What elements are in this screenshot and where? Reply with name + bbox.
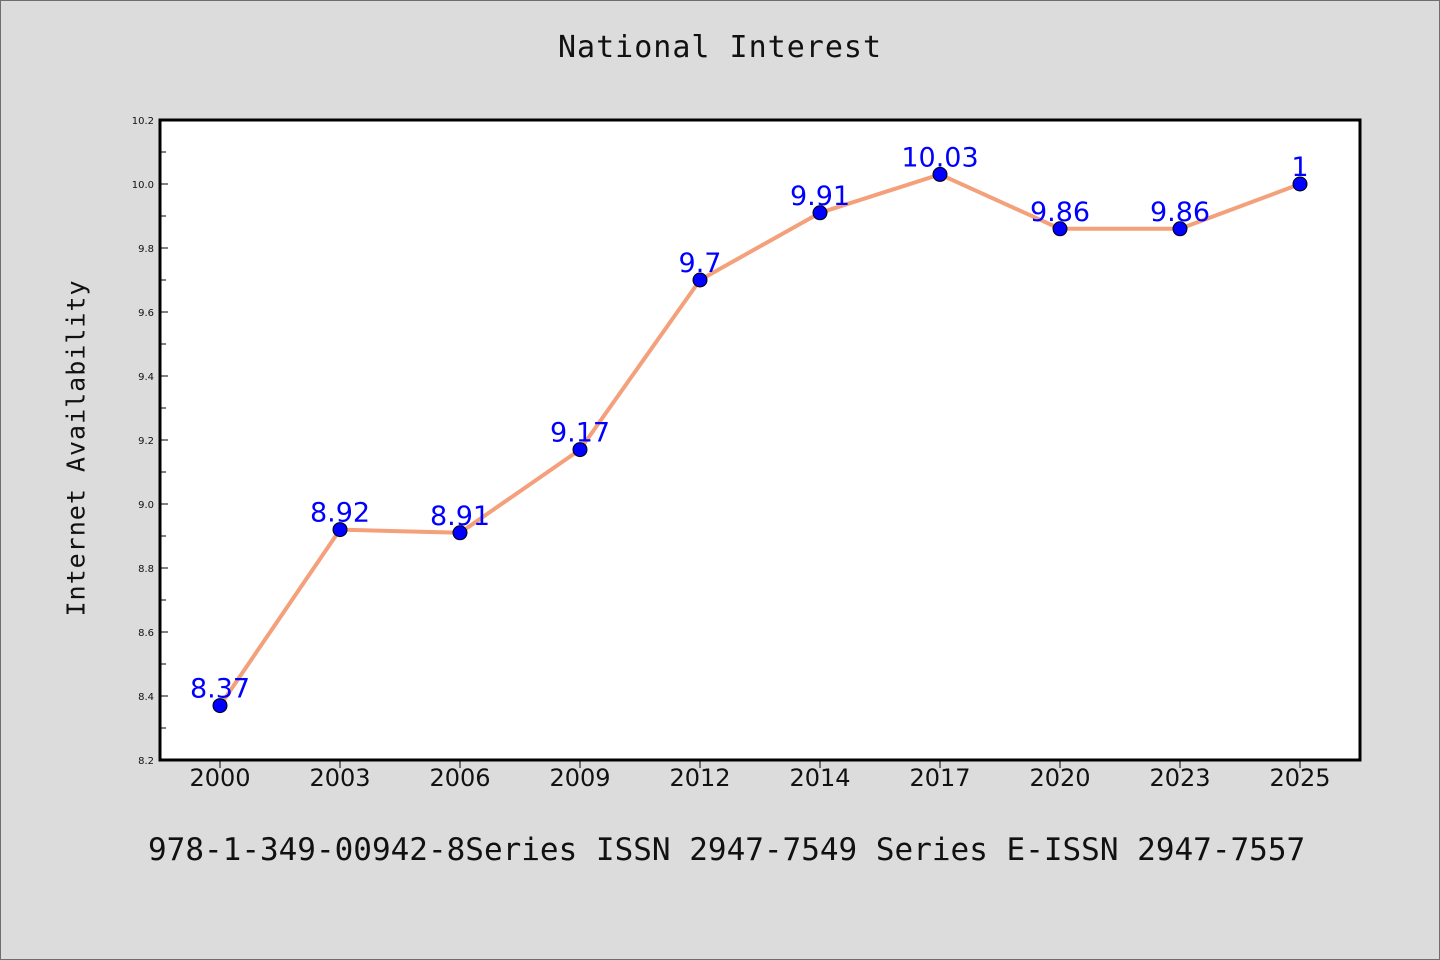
y-tick-label: 8.8 [138,564,154,575]
footer-isbn-text: 978-1-349-00942-8Series ISSN 2947-7549 S… [148,832,1306,868]
data-point [572,442,588,458]
y-axis: 8.2 8.4 8.6 8.8 9.0 9.2 9.4 9.6 9.8 10.0 10.2 [132,116,168,767]
x-tick-label: 2023 [1149,764,1210,792]
y-tick-label: 9.4 [138,372,154,383]
data-point [1052,221,1068,237]
y-tick-label: 8.6 [138,628,154,639]
x-tick-label: 2012 [669,764,730,792]
x-axis: 2000 2003 2006 2009 2012 2014 2017 2020 2023 2025 [189,760,1331,792]
x-tick-label: 2025 [1269,764,1330,792]
y-tick-label: 10.0 [132,180,154,191]
y-tick-label: 9.6 [138,308,154,319]
data-label: 9.91 [790,181,850,212]
x-tick-label: 2017 [909,764,970,792]
data-point [1172,221,1188,237]
data-label: 9.86 [1150,197,1210,228]
series-layer: 8.37 8.92 8.91 9.17 9.7 9.91 10.03 9.86 9.86 1 [190,142,1309,714]
data-point [932,166,948,182]
x-tick-label: 2006 [429,764,490,792]
data-label: 8.91 [430,501,490,532]
data-point [1292,176,1308,192]
x-tick-label: 2000 [189,764,250,792]
data-label: 10.03 [901,142,978,173]
x-tick-label: 2020 [1029,764,1090,792]
y-tick-label: 8.2 [138,756,154,767]
data-label: 9.7 [679,248,722,279]
data-label: 8.37 [190,674,250,705]
series-line [218,172,1302,708]
data-label: 8.92 [310,498,370,529]
plot-frame [158,118,1362,762]
plot-area [160,120,1360,760]
data-label: 9.17 [550,418,610,449]
data-point [692,272,708,288]
data-point [812,205,828,221]
chart-title: National Interest [557,30,883,65]
y-tick-label: 8.4 [138,692,154,703]
data-point [212,698,228,714]
y-tick-label: 9.0 [138,500,154,511]
data-point [332,522,348,538]
y-tick-label: 10.2 [132,116,154,127]
x-tick-label: 2014 [789,764,850,792]
data-label: 1 [1291,152,1308,183]
data-label: 9.86 [1030,197,1090,228]
y-tick-label: 9.2 [138,436,154,447]
y-tick-label: 9.8 [138,244,154,255]
x-tick-label: 2009 [549,764,610,792]
x-tick-label: 2003 [309,764,370,792]
data-point [452,525,468,541]
